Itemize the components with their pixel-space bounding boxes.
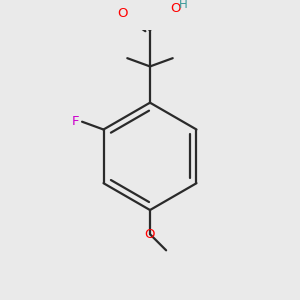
Text: O: O (145, 228, 155, 241)
Text: O: O (171, 2, 181, 15)
Text: F: F (72, 115, 79, 128)
Text: O: O (117, 7, 128, 20)
Text: H: H (178, 0, 187, 11)
